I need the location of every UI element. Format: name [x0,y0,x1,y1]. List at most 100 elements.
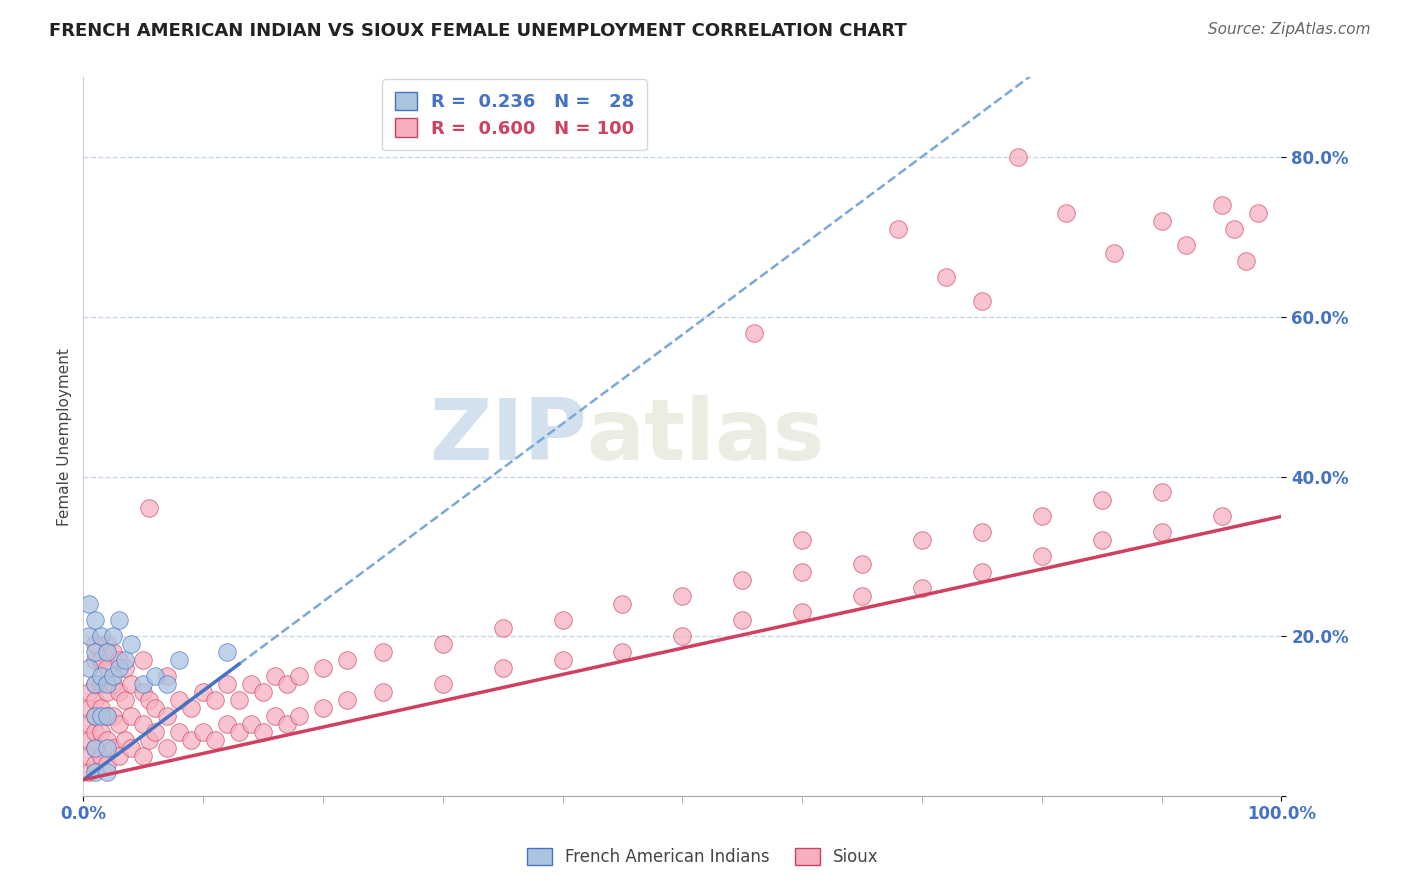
Text: FRENCH AMERICAN INDIAN VS SIOUX FEMALE UNEMPLOYMENT CORRELATION CHART: FRENCH AMERICAN INDIAN VS SIOUX FEMALE U… [49,22,907,40]
Point [120,637,142,651]
Point [1150,485,1173,500]
Text: ZIP: ZIP [429,395,586,478]
Point [1150,525,1173,540]
Point [90,725,112,739]
Point [103,669,125,683]
Point [156,709,179,723]
Point [114,661,136,675]
Y-axis label: Female Unemployment: Female Unemployment [58,348,72,525]
Point [108,748,131,763]
Point [970,525,993,540]
Point [84,740,107,755]
Point [96,740,118,755]
Point [103,740,125,755]
Point [84,709,107,723]
Point [492,661,515,675]
Point [114,653,136,667]
Point [371,685,394,699]
Point [1174,238,1197,252]
Point [79,701,101,715]
Point [551,653,574,667]
Point [84,637,107,651]
Point [935,270,957,285]
Point [84,677,107,691]
Point [90,677,112,691]
Text: atlas: atlas [586,395,825,478]
Point [228,693,250,707]
Point [84,725,107,739]
Point [1222,222,1244,236]
Point [114,732,136,747]
Point [1150,214,1173,228]
Point [551,613,574,627]
Point [228,725,250,739]
Point [1211,198,1233,212]
Point [84,709,107,723]
Point [1007,150,1029,164]
Point [132,653,155,667]
Point [612,645,634,659]
Point [970,566,993,580]
Point [792,605,814,619]
Point [671,589,693,603]
Point [108,653,131,667]
Point [911,533,934,548]
Point [120,740,142,755]
Point [336,653,359,667]
Point [970,293,993,308]
Point [84,613,107,627]
Point [108,661,131,675]
Point [79,748,101,763]
Point [138,501,160,516]
Point [851,558,873,572]
Point [492,621,515,635]
Legend: R =  0.236   N =   28, R =  0.600   N = 100: R = 0.236 N = 28, R = 0.600 N = 100 [382,79,647,151]
Point [79,597,101,611]
Point [792,533,814,548]
Point [336,693,359,707]
Point [132,717,155,731]
Point [276,717,298,731]
Point [90,709,112,723]
Point [84,740,107,755]
Point [612,597,634,611]
Point [180,732,202,747]
Point [167,693,190,707]
Point [96,764,118,779]
Point [1102,246,1125,260]
Point [217,677,239,691]
Point [84,645,107,659]
Point [167,725,190,739]
Point [1091,493,1114,508]
Point [432,637,454,651]
Point [103,645,125,659]
Point [132,748,155,763]
Point [108,685,131,699]
Point [252,685,274,699]
Point [84,764,107,779]
Point [731,574,754,588]
Point [90,653,112,667]
Point [204,693,226,707]
Point [96,709,118,723]
Point [240,677,263,691]
Point [90,669,112,683]
Point [143,669,166,683]
Point [180,701,202,715]
Point [887,222,910,236]
Point [96,637,118,651]
Point [120,709,142,723]
Point [312,701,335,715]
Point [731,613,754,627]
Point [84,677,107,691]
Legend: French American Indians, Sioux: French American Indians, Sioux [513,834,893,880]
Point [79,717,101,731]
Point [312,661,335,675]
Point [84,756,107,771]
Point [288,709,311,723]
Point [1246,206,1268,220]
Point [1031,509,1053,524]
Point [79,685,101,699]
Point [132,685,155,699]
Point [90,748,112,763]
